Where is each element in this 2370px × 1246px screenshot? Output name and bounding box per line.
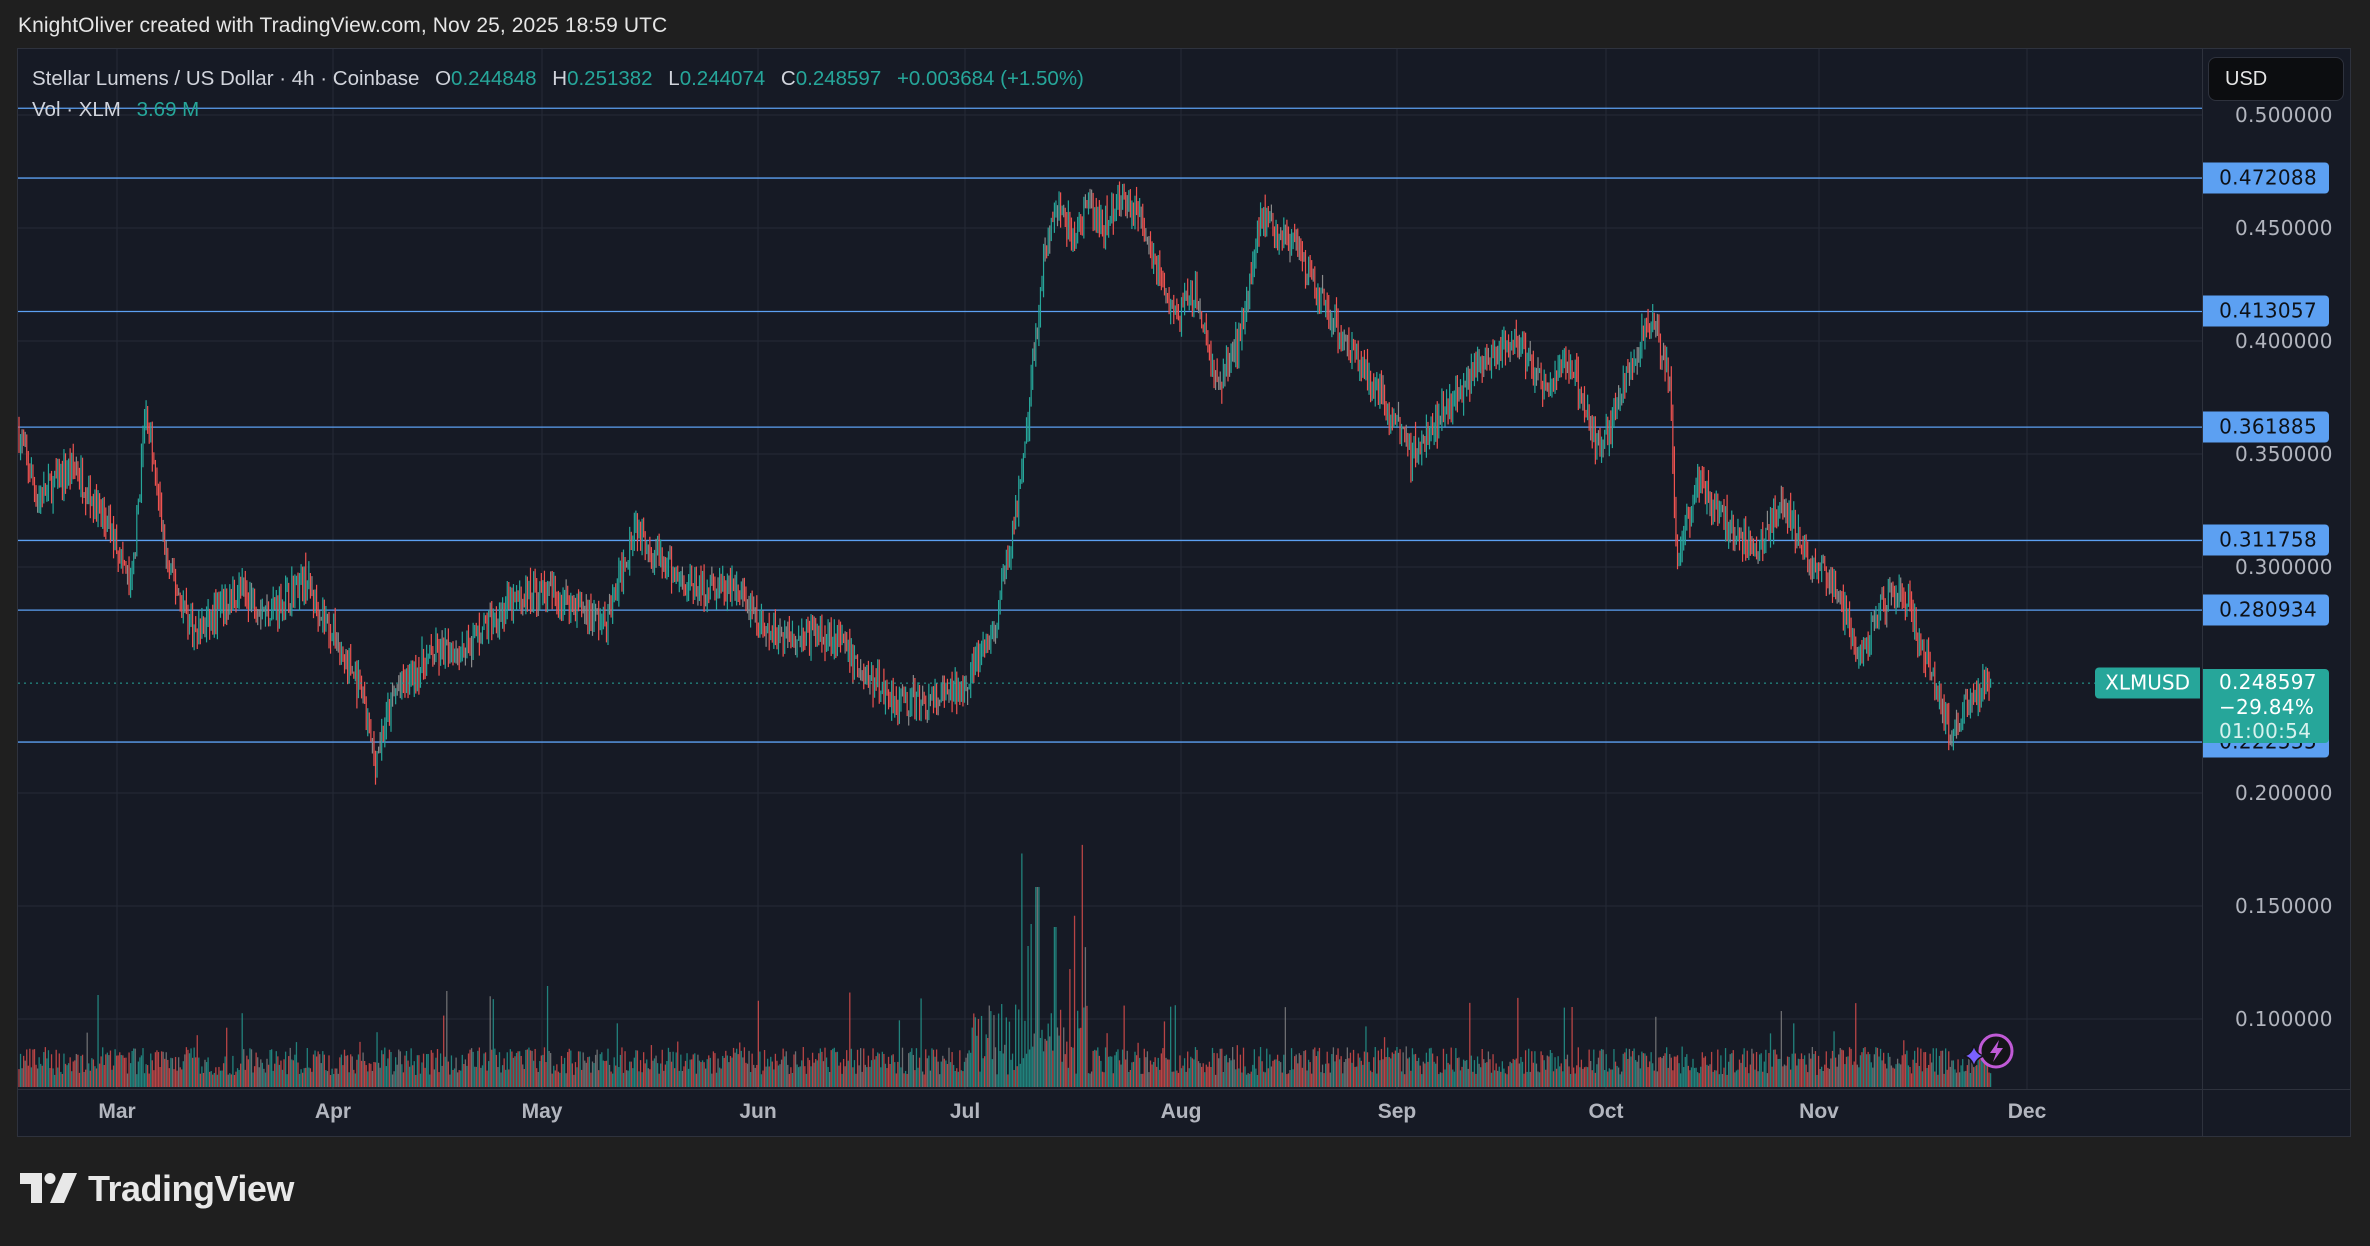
month-label: Nov <box>1799 1100 1839 1123</box>
month-label: May <box>521 1100 563 1123</box>
month-label: Jul <box>949 1100 981 1123</box>
price-tick: 0.400000 <box>2235 329 2333 353</box>
price-tick: 0.350000 <box>2235 442 2333 466</box>
price-chart-canvas[interactable] <box>18 49 2351 1137</box>
open-label: O <box>435 67 452 90</box>
currency-button[interactable]: USD <box>2208 57 2344 101</box>
month-label: Mar <box>98 1100 136 1123</box>
open-value: 0.244848 <box>451 67 537 90</box>
price-tick: 0.300000 <box>2235 555 2333 579</box>
low-label: L <box>668 67 680 90</box>
tradingview-wordmark: TradingView <box>88 1168 294 1209</box>
tradingview-logo-icon <box>20 1173 77 1203</box>
price-axis[interactable]: 0.500000 0.450000 0.400000 0.350000 0.300000… <box>2202 49 2350 1136</box>
level-price-label[interactable]: 0.361885 <box>2203 411 2329 443</box>
symbol-description[interactable]: Stellar Lumens / US Dollar · 4h · Coinba… <box>32 67 420 90</box>
month-label: Oct <box>1588 1100 1624 1123</box>
chart-legend: Stellar Lumens / US Dollar · 4h · Coinba… <box>32 63 1084 125</box>
level-price-label[interactable]: 0.280934 <box>2203 594 2329 626</box>
month-label: Sep <box>1377 1100 1417 1123</box>
price-tick: 0.150000 <box>2235 894 2333 918</box>
ai-lightning-icon[interactable] <box>1960 1027 2020 1077</box>
price-tick: 0.500000 <box>2235 103 2333 127</box>
level-price-label[interactable]: 0.311758 <box>2203 524 2329 556</box>
last-price-value: 0.248597 <box>2219 670 2317 695</box>
legend-volume-row: Vol · XLM 3.69 M <box>32 94 1084 125</box>
time-axis[interactable]: Mar Apr May Jun Jul Aug Sep Oct Nov Dec <box>18 1089 2202 1136</box>
bar-countdown: 01:00:54 <box>2219 719 2312 744</box>
symbol-price-tag: XLMUSD <box>2095 667 2200 699</box>
low-value: 0.244074 <box>679 67 766 90</box>
month-label: Jun <box>739 1100 777 1123</box>
close-value: 0.248597 <box>795 67 882 90</box>
tradingview-logo[interactable]: TradingView <box>20 1168 294 1210</box>
high-value: 0.251382 <box>567 67 653 90</box>
attribution-text: KnightOliver created with TradingView.co… <box>18 14 668 37</box>
price-tick: 0.100000 <box>2235 1007 2333 1031</box>
level-price-label[interactable]: 0.472088 <box>2203 162 2329 194</box>
high-label: H <box>552 67 568 90</box>
month-label: Aug <box>1160 1100 1202 1123</box>
legend-ohlc-row: Stellar Lumens / US Dollar · 4h · Coinba… <box>32 63 1084 94</box>
last-price-change: −29.84% <box>2219 694 2315 719</box>
close-label: C <box>780 67 796 90</box>
change-value: +0.003684 (+1.50%) <box>896 67 1084 90</box>
price-tick: 0.450000 <box>2235 216 2333 240</box>
last-price-label: 0.248597 −29.84% 01:00:54 <box>2203 669 2329 744</box>
volume-label[interactable]: Vol · XLM <box>32 98 121 121</box>
level-price-label[interactable]: 0.413057 <box>2203 295 2329 327</box>
month-label: Apr <box>314 1100 352 1123</box>
chart-panel[interactable]: Stellar Lumens / US Dollar · 4h · Coinba… <box>17 48 2351 1137</box>
volume-value: 3.69 M <box>136 98 200 121</box>
axis-corner <box>2202 1089 2350 1136</box>
month-label: Dec <box>2007 1100 2047 1123</box>
price-tick: 0.200000 <box>2235 781 2333 805</box>
